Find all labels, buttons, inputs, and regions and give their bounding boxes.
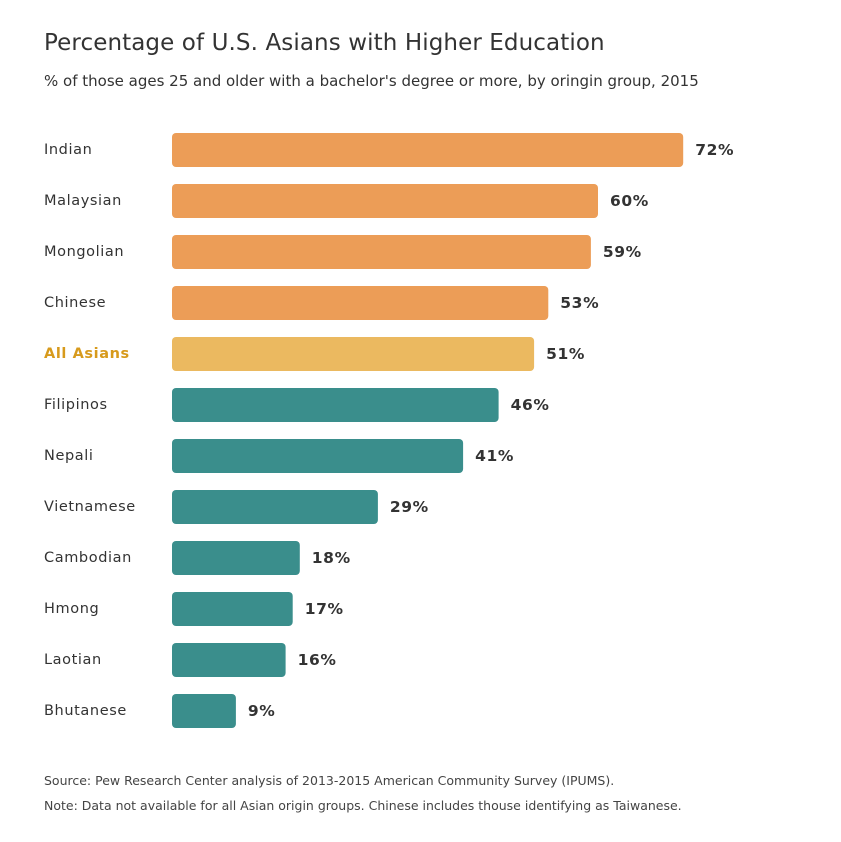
bar-laotian (172, 643, 286, 677)
value-label-cambodian: 18% (312, 549, 351, 567)
bar-hmong (172, 592, 293, 626)
chart-title: Percentage of U.S. Asians with Higher Ed… (44, 30, 605, 56)
category-label-vietnamese: Vietnamese (44, 499, 136, 515)
category-label-hmong: Hmong (44, 601, 99, 617)
value-label-laotian: 16% (298, 651, 337, 669)
bar-all-asians (172, 337, 535, 371)
bar-chart: Indian 72% Malaysian 60% Mongolian 59% Chinese… (44, 133, 734, 728)
value-label-chinese: 53% (560, 294, 599, 312)
value-label-indian: 72% (695, 141, 734, 159)
value-label-vietnamese: 29% (390, 498, 429, 516)
source-note: Source: Pew Research Center analysis of … (44, 773, 615, 788)
data-note: Note: Data not available for all Asian o… (44, 798, 682, 813)
bar-bhutanese (172, 694, 236, 728)
category-label-chinese: Chinese (44, 295, 106, 311)
bar-malaysian (172, 184, 598, 218)
category-label-malaysian: Malaysian (44, 193, 122, 209)
value-label-all-asians: 51% (546, 345, 585, 363)
category-label-bhutanese: Bhutanese (44, 703, 127, 719)
value-label-bhutanese: 9% (248, 702, 276, 720)
category-label-filipinos: Filipinos (44, 397, 108, 413)
category-label-laotian: Laotian (44, 652, 102, 668)
bar-nepali (172, 439, 464, 473)
category-label-indian: Indian (44, 142, 92, 158)
category-label-cambodian: Cambodian (44, 550, 132, 566)
category-label-all-asians: All Asians (44, 346, 130, 362)
bar-chinese (172, 286, 549, 320)
bar-vietnamese (172, 490, 378, 524)
bar-mongolian (172, 235, 591, 269)
footnotes: Source: Pew Research Center analysis of … (44, 768, 682, 818)
bar-filipinos (172, 388, 499, 422)
category-label-nepali: Nepali (44, 448, 94, 464)
value-label-nepali: 41% (475, 447, 514, 465)
chart-subtitle: % of those ages 25 and older with a bach… (44, 72, 699, 90)
value-label-malaysian: 60% (610, 192, 649, 210)
bar-cambodian (172, 541, 300, 575)
bar-indian (172, 133, 684, 167)
value-label-filipinos: 46% (511, 396, 550, 414)
value-label-mongolian: 59% (603, 243, 642, 261)
value-label-hmong: 17% (305, 600, 344, 618)
category-label-mongolian: Mongolian (44, 244, 124, 260)
